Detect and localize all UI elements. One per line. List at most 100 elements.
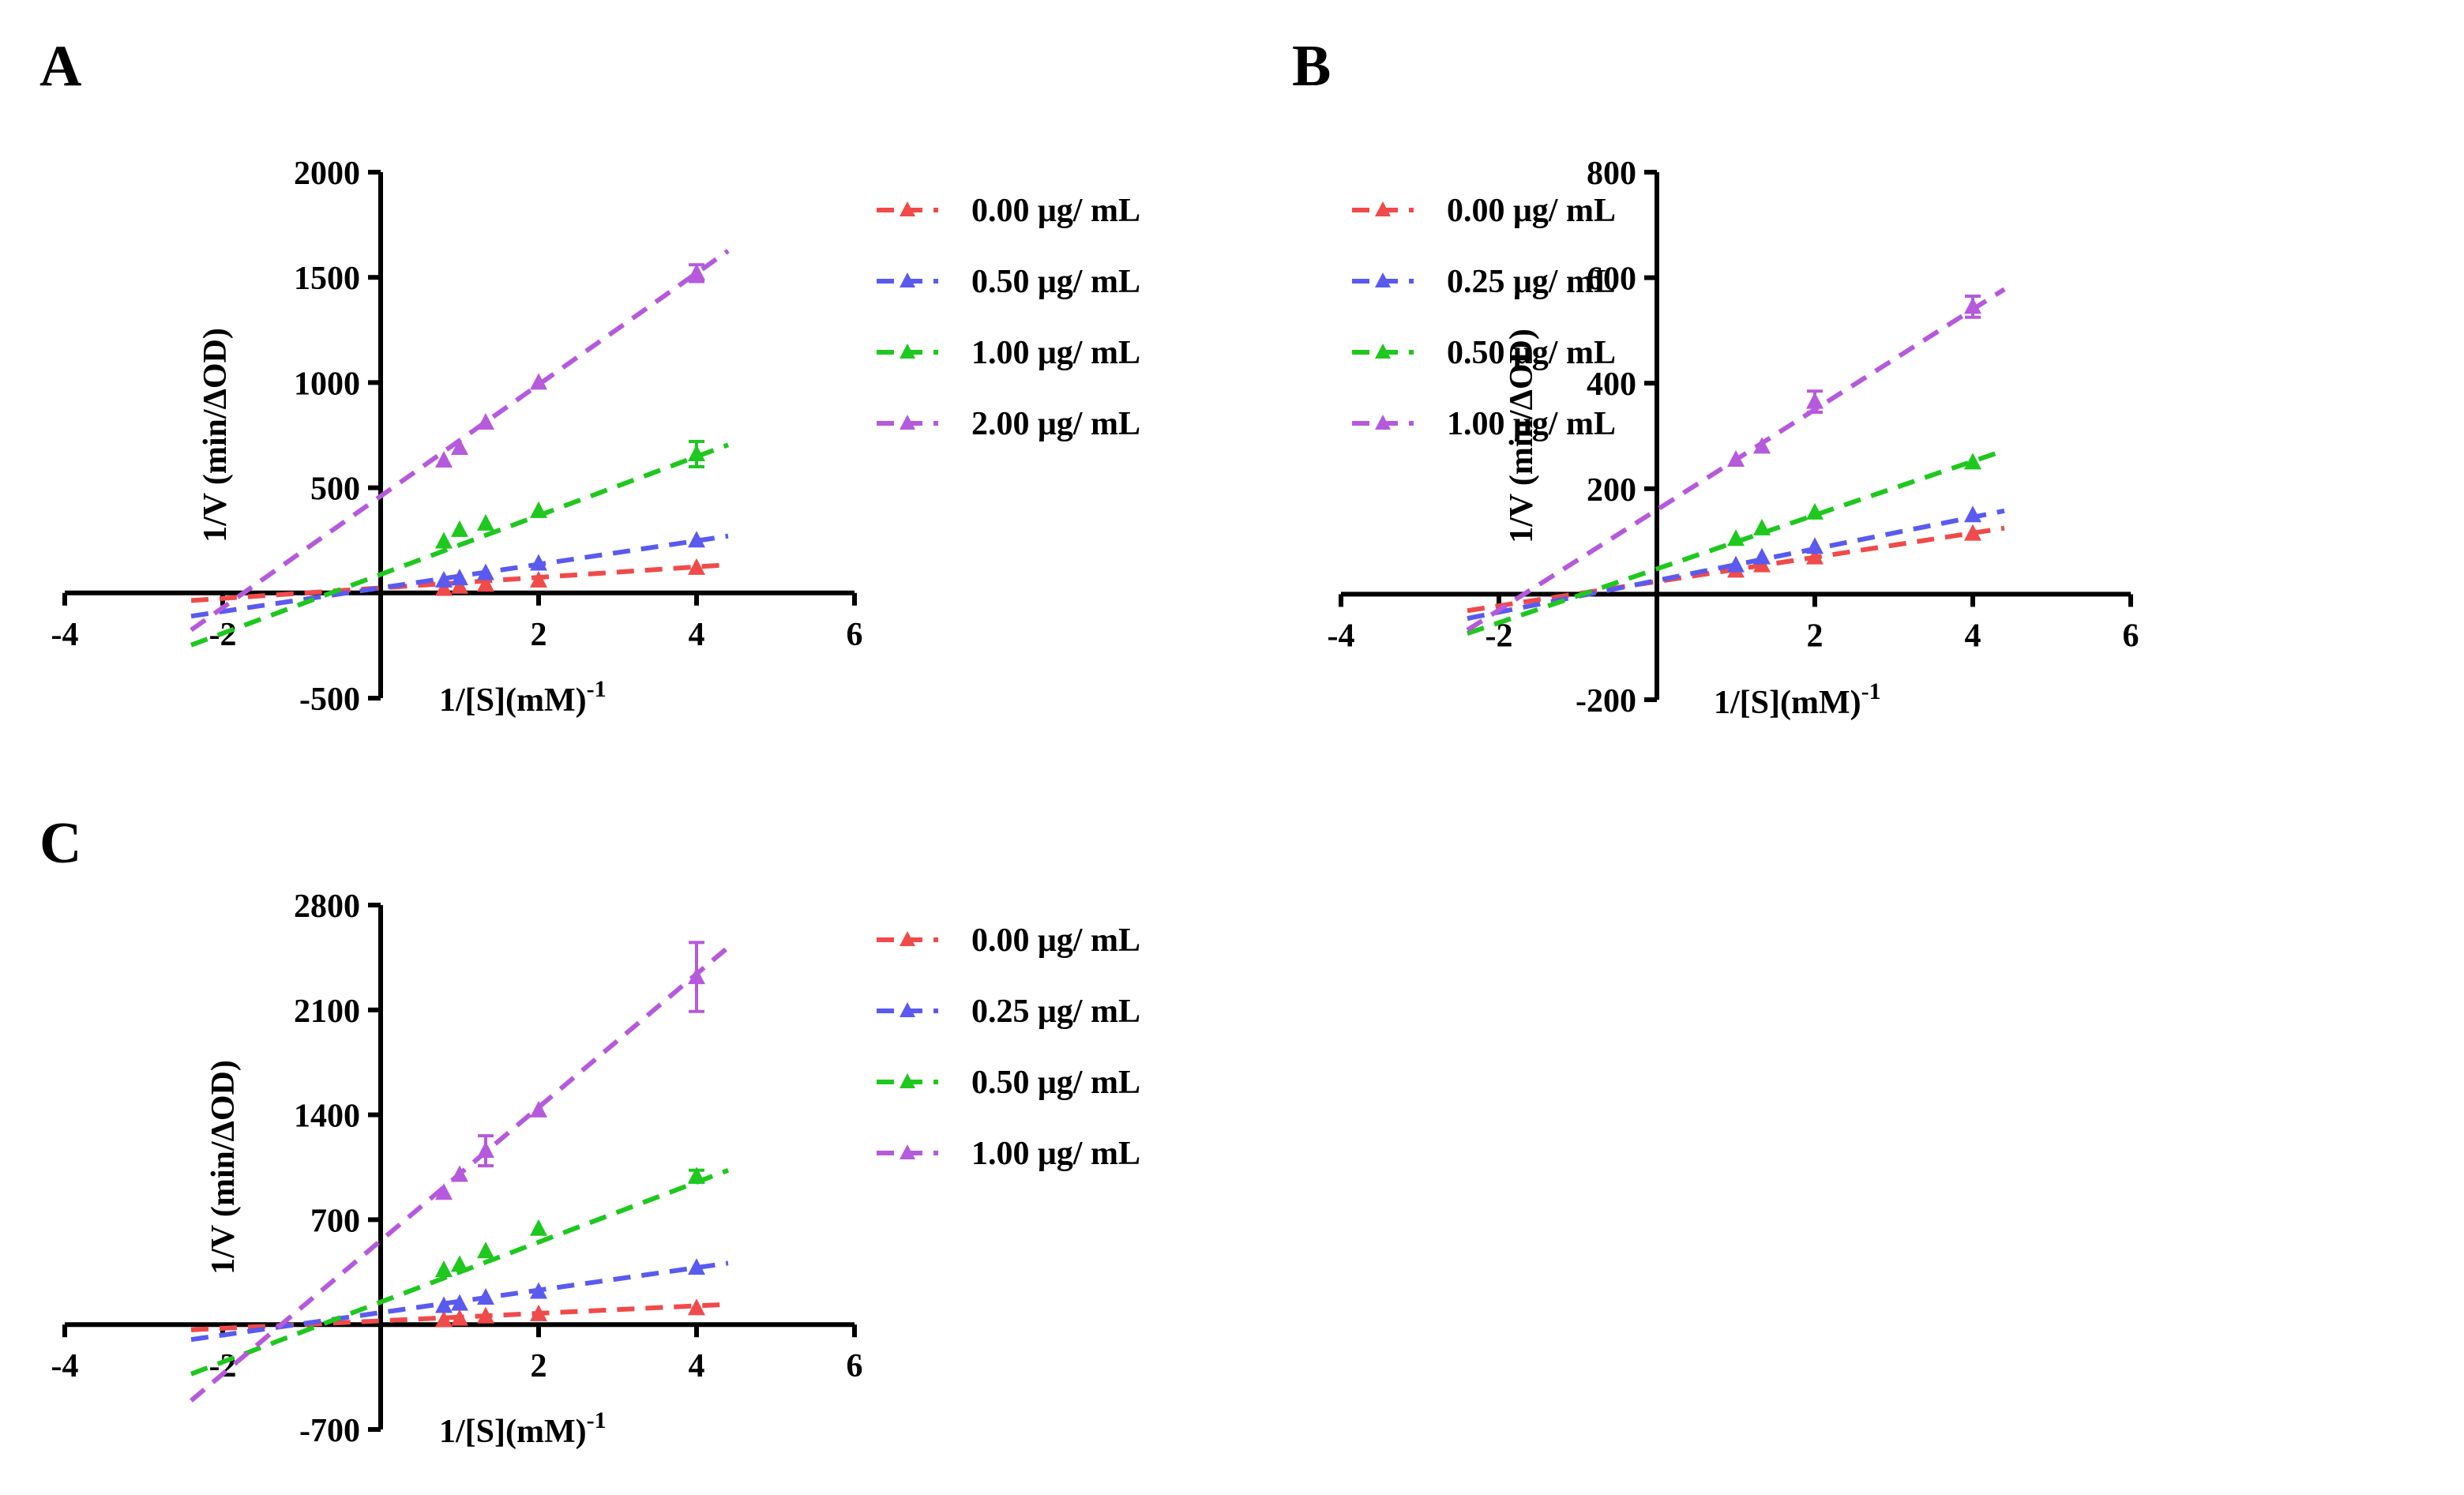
legend-label: 0.50 μg/ mL: [971, 1065, 1140, 1101]
y-axis-title: 1/V (min/ΔOD): [197, 328, 234, 543]
data-point: [435, 579, 453, 596]
y-tick-label: 1500: [294, 261, 360, 297]
panel-letter-a: A: [39, 34, 81, 99]
data-point: [530, 1100, 547, 1117]
fit-line-series-3: [190, 1167, 730, 1377]
panel-c: -4 -2 2 4 6 -700 700 1400 2100 2800 1/V (min/ΔOD) 1…: [51, 888, 1140, 1450]
data-point: [688, 263, 705, 280]
data-point: [688, 1258, 705, 1275]
x-axis-title-main: 1/[S](mM): [1714, 685, 1861, 721]
panel-letter-c: C: [39, 811, 81, 876]
y-tick-label: 1000: [294, 366, 360, 402]
data-point: [451, 1255, 468, 1272]
legend-marker: [900, 415, 915, 430]
data-point: [688, 967, 705, 985]
data-point: [1753, 518, 1771, 535]
x-axis-title: 1/[S](mM)-1: [439, 676, 607, 719]
y-tick-label: -700: [299, 1413, 360, 1449]
x-tick-label: 2: [1807, 618, 1824, 654]
y-tick-label: 800: [1587, 156, 1636, 192]
x-axis-title-superscript: -1: [587, 1407, 607, 1433]
y-tick-label: 200: [1587, 472, 1636, 509]
data-point: [688, 1166, 705, 1184]
legend-label: 0.50 μg/ mL: [1447, 335, 1616, 371]
data-point: [1727, 555, 1745, 573]
x-tick-label: 6: [2123, 618, 2139, 654]
data-point: [530, 554, 547, 571]
data-point: [435, 1260, 453, 1277]
legend-label: 0.25 μg/ mL: [971, 994, 1140, 1030]
legend-marker: [1375, 201, 1391, 216]
data-point: [530, 501, 547, 518]
data-point: [688, 444, 705, 461]
data-point: [688, 1298, 705, 1316]
data-point: [1806, 537, 1824, 554]
data-point: [451, 1165, 468, 1182]
y-tick-label: -200: [1576, 683, 1636, 719]
legend-marker: [900, 1073, 915, 1088]
data-point: [477, 1288, 494, 1305]
data-point: [530, 1219, 547, 1236]
data-point: [477, 563, 494, 580]
data-point: [477, 1241, 494, 1259]
data-point: [435, 1310, 453, 1328]
legend-marker: [1375, 415, 1391, 430]
legend-marker: [900, 1002, 915, 1017]
legend-label: 1.00 μg/ mL: [1447, 406, 1616, 442]
legend-label: 0.00 μg/ mL: [971, 193, 1140, 229]
x-axis-title-superscript: -1: [1861, 678, 1881, 704]
y-tick-label: -500: [299, 682, 360, 718]
data-point: [1727, 529, 1745, 547]
panel-letter-b: B: [1292, 34, 1331, 99]
x-axis-title-superscript: -1: [587, 676, 607, 702]
data-point: [477, 1306, 494, 1324]
legend-marker: [1375, 344, 1391, 359]
data-point: [1964, 453, 1981, 470]
data-point: [451, 520, 468, 537]
legend-marker: [1375, 272, 1391, 287]
data-point: [451, 1294, 468, 1311]
y-tick-label: 500: [310, 471, 360, 508]
x-tick-label: -2: [209, 1348, 237, 1384]
data-point: [435, 1296, 453, 1313]
data-point: [435, 450, 453, 468]
legend-label: 0.50 μg/ mL: [971, 264, 1140, 300]
data-point: [1806, 502, 1824, 520]
data-point: [451, 577, 468, 594]
legend-marker: [900, 1144, 915, 1159]
legend-marker: [900, 272, 915, 287]
data-point: [435, 1183, 453, 1200]
x-tick-label: -4: [51, 617, 79, 653]
data-point: [1964, 524, 1981, 541]
data-point: [477, 513, 494, 531]
x-axis-title-main: 1/[S](mM): [439, 1414, 587, 1450]
y-axis-title: 1/V (min/ΔOD): [205, 1060, 242, 1275]
data-point: [1753, 437, 1771, 454]
x-axis-title: 1/[S](mM)-1: [439, 1407, 607, 1450]
x-axis-title-main: 1/[S](mM): [439, 682, 587, 719]
legend-label: 0.00 μg/ mL: [1447, 193, 1616, 229]
x-tick-label: 6: [847, 1348, 863, 1384]
y-tick-label: 600: [1587, 261, 1636, 298]
data-point: [435, 532, 453, 549]
legend-label: 0.00 μg/ mL: [971, 922, 1140, 959]
data-point: [688, 558, 705, 575]
legend-label: 1.00 μg/ mL: [971, 335, 1140, 371]
x-tick-label: 2: [531, 617, 547, 653]
data-point: [688, 531, 705, 548]
legend-marker: [900, 931, 915, 946]
data-point: [1964, 297, 1981, 314]
y-tick-label: 400: [1587, 366, 1636, 403]
data-point: [477, 413, 494, 430]
y-axis-title: 1/V (min/ΔOD): [1504, 329, 1540, 543]
data-point: [530, 1282, 547, 1299]
data-point: [1964, 505, 1981, 523]
y-tick-label: 2800: [294, 888, 360, 925]
legend-label: 1.00 μg/ mL: [971, 1136, 1140, 1172]
data-point: [1806, 547, 1824, 565]
x-tick-label: 2: [531, 1348, 547, 1384]
